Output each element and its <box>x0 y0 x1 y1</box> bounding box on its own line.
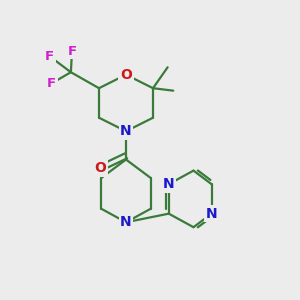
Text: N: N <box>120 124 132 138</box>
Text: F: F <box>47 77 56 90</box>
Text: F: F <box>68 45 76 58</box>
Text: F: F <box>45 50 54 63</box>
Text: N: N <box>120 215 132 229</box>
Text: N: N <box>163 177 175 191</box>
Text: O: O <box>94 161 106 175</box>
Text: N: N <box>206 207 217 221</box>
Text: O: O <box>120 68 132 82</box>
